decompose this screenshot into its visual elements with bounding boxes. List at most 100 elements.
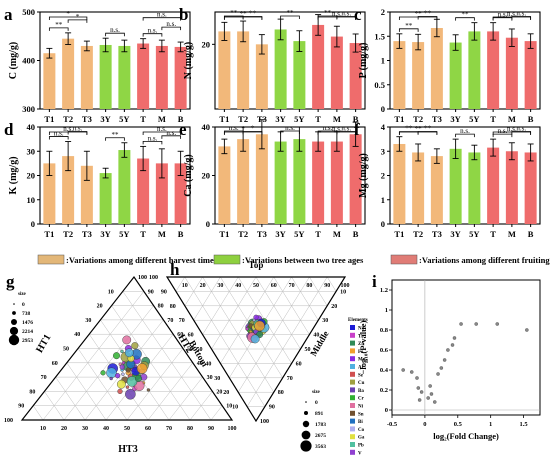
data-point (124, 348, 134, 358)
data-point (442, 358, 447, 362)
bar (218, 146, 231, 224)
significance-bracket (455, 17, 475, 21)
data-point (119, 364, 125, 370)
data-point (446, 348, 450, 352)
significance-label: ** (55, 21, 63, 29)
ternary-tick-label: 50 (63, 347, 69, 353)
grid-line (84, 319, 164, 421)
x-tick-label: B (178, 114, 184, 124)
y-tick-label: 0 (381, 104, 385, 114)
x-tick-label: 0 (423, 421, 426, 428)
bar (118, 150, 131, 224)
panel-letter: e (179, 120, 187, 139)
significance-label: n.s. (507, 125, 517, 133)
data-point (109, 376, 113, 381)
y-tick-label: 1 (381, 195, 385, 205)
ternary-tick-label: 70 (289, 283, 295, 289)
grid-line (184, 276, 203, 306)
grid-line (211, 276, 257, 350)
significance-label: ** (415, 10, 423, 18)
ternary-tick-label: 70 (179, 318, 185, 324)
x-tick-label: M (508, 114, 516, 124)
y-axis-label: P (mg/g) (358, 43, 369, 79)
bar (505, 151, 518, 224)
data-point (439, 366, 444, 370)
size-legend-title: size (312, 390, 321, 395)
bar (293, 139, 306, 224)
ternary-tick-label: 20 (216, 389, 222, 395)
significance-label: n.s. (516, 10, 526, 18)
x-tick-label: T3 (257, 229, 267, 239)
x-tick-label: 3Y (275, 229, 285, 239)
ternary-tick-label: 50 (253, 283, 259, 289)
ternary-tick-label: 20 (331, 304, 337, 310)
grid-line (122, 291, 212, 421)
data-point (120, 349, 124, 354)
color-legend-swatch (350, 426, 355, 432)
panel-letter: c (354, 5, 362, 24)
grid-line (291, 276, 319, 321)
x-tick-label: T3 (432, 114, 442, 124)
ternary-tick-label: 30 (214, 376, 220, 382)
color-legend-label: V (358, 451, 362, 456)
color-legend-label: Ti (358, 334, 363, 339)
color-legend-label: Pb (358, 444, 364, 449)
color-legend-label: Mn (358, 358, 366, 363)
significance-bracket (455, 133, 475, 138)
y-tick-label: 1 (385, 307, 388, 314)
x-tick-label: T1 (44, 114, 54, 124)
color-legend-label: Bi (358, 420, 363, 425)
ternary-tick-label: 40 (235, 283, 241, 289)
bar (274, 29, 287, 109)
grid-line (309, 276, 328, 306)
size-legend-dot (304, 411, 308, 415)
size-legend-label: 3563 (315, 444, 326, 450)
ternary-tick-label: 50 (305, 347, 311, 353)
y-tick-label: 30 (27, 146, 36, 156)
x-tick-label: T (140, 229, 146, 239)
bar (505, 37, 518, 109)
significance-label: ** (287, 9, 295, 17)
legend-label: :Variations among different fruiting pos… (419, 255, 550, 265)
ternary-tick-label: 60 (271, 283, 277, 289)
significance-label: n.s. (507, 10, 517, 18)
y-tick-label: 4 (381, 122, 386, 132)
ternary-tick-label: 30 (85, 318, 91, 324)
x-tick-label: 1 (489, 421, 492, 428)
significance-bracket (142, 17, 182, 21)
data-point (426, 396, 430, 400)
color-legend-swatch (350, 379, 355, 385)
ternary-tick-label: 90 (18, 404, 24, 410)
bar (349, 134, 362, 224)
x-tick-label: 3Y (100, 114, 110, 124)
size-legend-dot (12, 311, 16, 315)
significance-bracket (161, 26, 182, 31)
size-legend-label: 2953 (22, 338, 33, 344)
y-tick-label: 0.5 (374, 80, 385, 90)
ternary-axis-label: HT3 (118, 444, 137, 455)
significance-bracket (161, 135, 182, 139)
ternary-tick-label: 90 (269, 405, 275, 411)
y-tick-label: 300 (22, 104, 35, 114)
x-tick-label: 1.5 (519, 421, 528, 428)
bar (330, 36, 343, 109)
ternary-tick-label: 70 (166, 426, 172, 432)
significance-bracket (280, 130, 300, 134)
y-tick-label: 2 (381, 7, 385, 17)
color-legend-swatch (350, 403, 355, 408)
x-tick-label: 3Y (450, 114, 460, 124)
bar (312, 141, 325, 224)
x-tick-label: T1 (219, 114, 229, 124)
grid-line (193, 276, 221, 321)
legend-swatch (37, 254, 65, 265)
bar (255, 134, 268, 224)
ternary-tick-label: 40 (74, 332, 80, 338)
data-point (136, 363, 148, 374)
color-legend-swatch (350, 395, 355, 401)
size-legend-dot (302, 420, 310, 428)
ternary-tick-label: 50 (197, 347, 203, 353)
panel-c: c00.511.52P (mg/g)T1 T2 T3 3Y 5Y T M B****** ** n… (354, 5, 541, 124)
grid-line (147, 362, 193, 421)
